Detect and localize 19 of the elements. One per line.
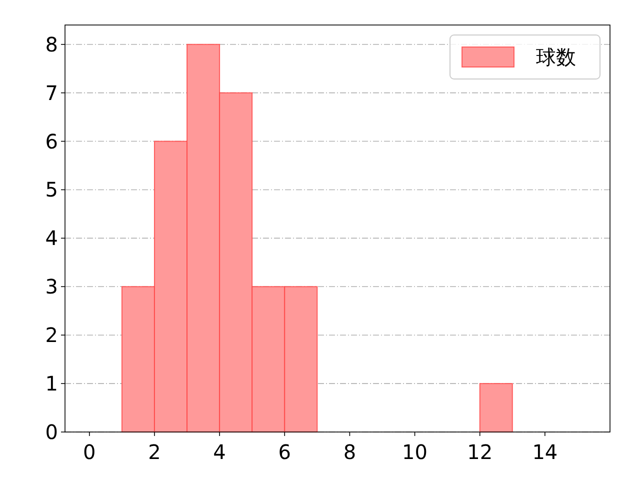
x-tick-label: 4 [213, 440, 226, 464]
y-tick-label: 1 [45, 372, 58, 396]
y-tick-label: 6 [45, 129, 58, 154]
x-tick-label: 0 [83, 440, 96, 464]
x-tick-label: 2 [148, 440, 161, 464]
legend-label: 球数 [536, 45, 576, 69]
x-tick-label: 6 [278, 440, 291, 464]
y-tick-label: 7 [45, 80, 58, 105]
x-tick-label: 10 [402, 440, 428, 464]
y-tick-label: 5 [45, 178, 58, 202]
y-tick-label: 0 [45, 420, 58, 444]
x-tick-label: 12 [467, 440, 493, 464]
y-tick-label: 3 [45, 274, 58, 299]
x-tick-label: 8 [343, 440, 356, 464]
y-tick-label: 2 [45, 323, 58, 348]
y-tick-label: 4 [45, 226, 58, 250]
x-tick-label: 14 [532, 440, 558, 464]
legend: 球数 [450, 34, 600, 80]
y-tick-label: 8 [45, 32, 58, 56]
